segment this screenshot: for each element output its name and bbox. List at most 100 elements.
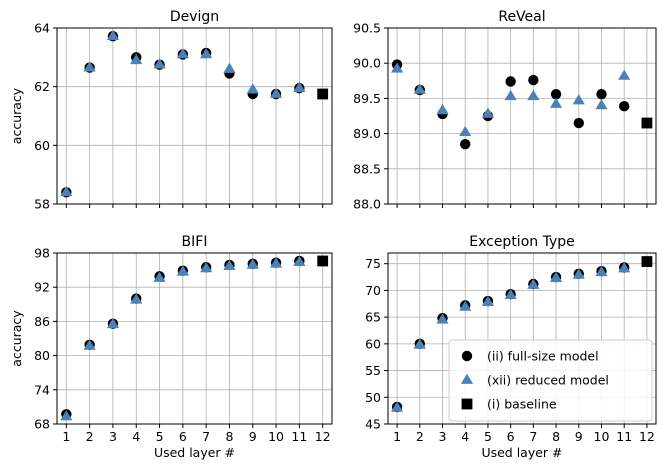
data-triangle-point-s1 <box>293 255 306 266</box>
data-triangle-point-s1 <box>504 288 517 300</box>
data-triangle-point-s1 <box>413 83 426 94</box>
y-tick-label: 60 <box>34 138 50 153</box>
x-axis-label: Used layer # <box>154 445 235 460</box>
data-point-s0 <box>528 74 539 86</box>
y-tick-label: 45 <box>365 417 381 432</box>
y-tick-label: 58 <box>34 197 50 212</box>
x-tick-label: 10 <box>594 429 610 444</box>
x-tick-label: 6 <box>507 429 515 444</box>
data-triangle-point-s1 <box>153 271 166 282</box>
data-triangle-point-s1 <box>269 87 283 98</box>
x-tick-label: 12 <box>639 429 655 444</box>
data-triangle-point-s1 <box>572 268 585 279</box>
data-triangle-point-s1 <box>223 62 236 73</box>
y-tick-label: 88.0 <box>353 197 381 212</box>
y-tick-label: 64 <box>34 21 50 36</box>
data-triangle-point-s1 <box>60 185 73 197</box>
y-tick-label: 89.5 <box>353 91 381 106</box>
data-square-point-s2 <box>641 256 653 267</box>
x-tick-label: 11 <box>616 429 632 444</box>
x-tick-label: 3 <box>109 429 117 444</box>
data-point-s0 <box>596 88 607 100</box>
data-triangle-point-s1 <box>459 300 472 311</box>
y-tick-label: 92 <box>34 280 50 295</box>
data-triangle-point-s1 <box>391 401 404 412</box>
data-triangle-point-s1 <box>246 258 259 269</box>
legend-marker-triangle <box>460 373 474 384</box>
chart-title: Exception Type <box>469 234 575 250</box>
x-tick-label: 2 <box>86 429 94 444</box>
legend-marker-square <box>461 398 473 410</box>
data-triangle-point-s1 <box>549 97 563 108</box>
data-triangle-point-s1 <box>391 62 404 73</box>
x-tick-label: 1 <box>393 429 401 444</box>
data-triangle-point-s1 <box>176 265 189 276</box>
data-triangle-point-s1 <box>60 410 73 421</box>
y-tick-label: 68 <box>34 417 50 432</box>
axes-frame <box>56 252 333 425</box>
y-tick-label: 98 <box>34 246 50 261</box>
y-tick-label: 62 <box>34 79 50 94</box>
data-square-point-s2 <box>317 88 329 100</box>
y-tick-label: 55 <box>365 363 381 378</box>
data-triangle-point-s1 <box>436 313 449 324</box>
axes-frame <box>56 27 333 205</box>
y-axis-label: accuracy <box>9 87 24 144</box>
legend-label: (xii) reduced model <box>487 373 609 388</box>
data-triangle-point-s1 <box>200 261 213 273</box>
data-triangle-point-s1 <box>130 293 143 304</box>
data-triangle-point-s1 <box>106 29 120 41</box>
x-tick-label: 6 <box>179 429 187 444</box>
data-triangle-point-s1 <box>293 81 306 92</box>
data-triangle-point-s1 <box>618 262 631 273</box>
data-triangle-point-s1 <box>83 339 96 350</box>
panel-3 <box>384 252 657 428</box>
legend-box <box>448 339 653 422</box>
x-tick-label: 1 <box>62 429 70 444</box>
y-tick-label: 90.0 <box>353 56 381 71</box>
data-triangle-point-s1 <box>83 61 96 72</box>
x-tick-label: 5 <box>156 429 164 444</box>
y-tick-label: 65 <box>365 310 381 325</box>
x-tick-label: 8 <box>552 429 560 444</box>
axes-frame <box>387 27 657 205</box>
y-tick-label: 60 <box>365 336 381 351</box>
panel-1 <box>384 27 657 208</box>
data-triangle-point-s1 <box>595 99 608 110</box>
data-triangle-point-s1 <box>527 89 540 101</box>
y-tick-label: 75 <box>365 256 381 271</box>
chart-title: ReVeal <box>498 9 545 25</box>
data-triangle-point-s1 <box>246 83 259 94</box>
x-tick-label: 7 <box>529 429 537 444</box>
legend-label: (i) baseline <box>487 397 557 412</box>
y-tick-label: 89.0 <box>353 126 381 141</box>
data-square-point-s2 <box>641 117 653 129</box>
data-triangle-point-s1 <box>413 338 426 349</box>
x-tick-label: 4 <box>132 429 140 444</box>
data-point-s0 <box>573 117 584 129</box>
chart-title: BIFI <box>182 234 208 250</box>
data-triangle-point-s1 <box>618 69 631 80</box>
y-tick-label: 80 <box>34 348 50 363</box>
x-tick-label: 9 <box>575 429 583 444</box>
y-tick-label: 90.5 <box>353 21 381 36</box>
data-triangle-point-s1 <box>481 295 495 307</box>
x-axis-label: Used layer # <box>481 445 562 460</box>
chart-title: Devign <box>170 9 219 25</box>
data-triangle-point-s1 <box>595 265 608 277</box>
x-tick-label: 5 <box>484 429 492 444</box>
data-triangle-point-s1 <box>176 48 189 59</box>
x-tick-label: 7 <box>202 429 210 444</box>
data-triangle-point-s1 <box>504 89 517 101</box>
x-tick-label: 12 <box>315 429 331 444</box>
x-tick-label: 4 <box>461 429 469 444</box>
panel-0 <box>53 27 333 208</box>
data-point-s0 <box>505 76 516 87</box>
y-axis-label: accuracy <box>9 310 24 367</box>
legend-marker-circle <box>461 350 473 362</box>
y-tick-label: 88.5 <box>353 161 381 176</box>
data-triangle-point-s1 <box>130 53 143 65</box>
data-triangle-point-s1 <box>459 125 472 137</box>
data-triangle-point-s1 <box>549 271 563 282</box>
